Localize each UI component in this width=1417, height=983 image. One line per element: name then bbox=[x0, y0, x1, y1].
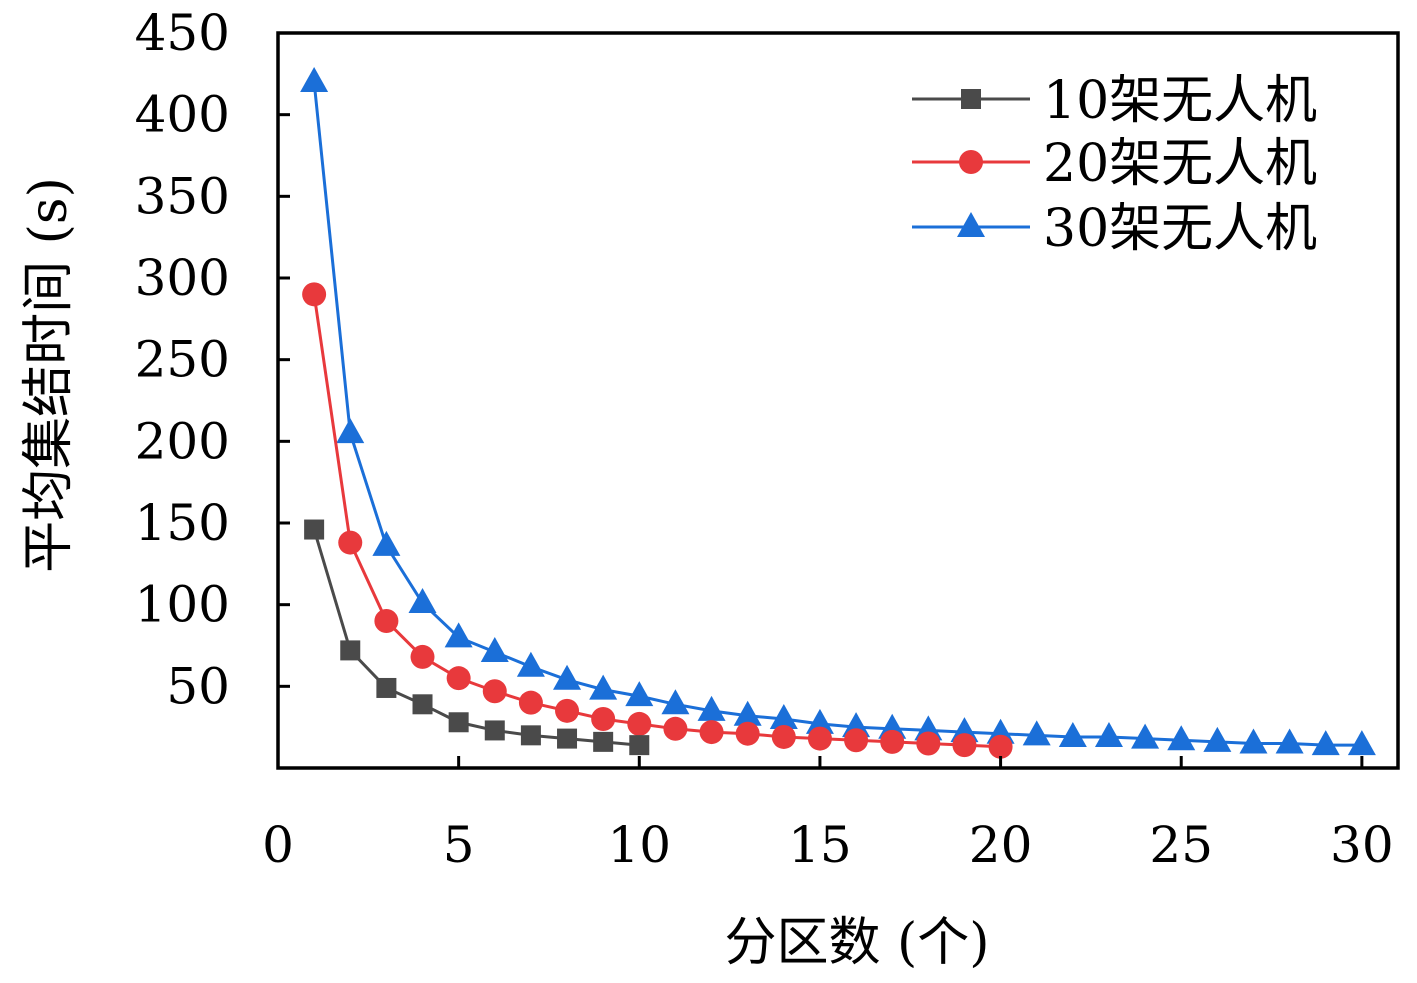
x-tick-label: 10 bbox=[607, 816, 671, 874]
y-tick-label: 150 bbox=[135, 494, 230, 552]
data-point bbox=[733, 700, 762, 726]
data-point bbox=[516, 651, 545, 677]
data-point bbox=[625, 681, 654, 707]
legend-marker bbox=[957, 212, 985, 237]
data-point bbox=[557, 728, 578, 749]
data-point bbox=[844, 728, 869, 753]
y-tick-label: 450 bbox=[135, 4, 230, 62]
legend-entry-1: 10架无人机 bbox=[912, 71, 1317, 131]
y-tick-label: 250 bbox=[135, 331, 230, 389]
legend-marker bbox=[961, 89, 981, 109]
data-point bbox=[553, 664, 582, 690]
legend-label: 10架无人机 bbox=[1043, 71, 1317, 131]
legend-entry-3: 30架无人机 bbox=[912, 199, 1317, 259]
data-point bbox=[520, 725, 541, 746]
data-point bbox=[374, 609, 399, 633]
data-point bbox=[448, 712, 469, 733]
data-point bbox=[699, 720, 724, 745]
data-point bbox=[916, 731, 941, 756]
data-point bbox=[1022, 720, 1051, 746]
data-point bbox=[1347, 730, 1376, 756]
data-point bbox=[769, 704, 798, 729]
data-point bbox=[408, 588, 437, 614]
x-tick-label: 20 bbox=[969, 816, 1033, 874]
legend-entry-2: 20架无人机 bbox=[912, 134, 1317, 194]
data-point bbox=[482, 679, 507, 704]
legend-marker bbox=[959, 150, 983, 174]
y-axis-title: 平均集结时间 (s) bbox=[19, 177, 79, 573]
data-point bbox=[340, 640, 361, 661]
data-point bbox=[1275, 728, 1304, 754]
data-point bbox=[412, 694, 433, 715]
series-1 bbox=[304, 519, 650, 756]
data-point bbox=[735, 721, 760, 746]
data-point bbox=[591, 707, 616, 731]
x-tick-label: 0 bbox=[262, 816, 294, 874]
data-point bbox=[807, 726, 832, 751]
axes: 0 5 10 15 20 25 30 50 100 150 200 250 300 350 400 450 bbox=[135, 4, 1400, 874]
data-point bbox=[952, 733, 977, 758]
data-point bbox=[661, 689, 690, 715]
data-point bbox=[410, 644, 435, 669]
data-point bbox=[444, 622, 473, 648]
y-tick-label: 350 bbox=[135, 167, 230, 225]
data-point bbox=[1311, 730, 1340, 756]
data-point bbox=[338, 530, 363, 555]
data-point bbox=[302, 282, 327, 307]
legend-label: 20架无人机 bbox=[1043, 134, 1317, 194]
data-point bbox=[518, 690, 543, 715]
data-point bbox=[697, 695, 726, 721]
data-point bbox=[593, 731, 614, 752]
x-tick-label: 15 bbox=[788, 816, 852, 874]
series-layer bbox=[300, 67, 1376, 759]
series-2 bbox=[302, 282, 1013, 759]
data-point bbox=[1203, 726, 1232, 752]
data-point bbox=[336, 418, 365, 444]
y-tick-label: 200 bbox=[135, 412, 230, 470]
data-point bbox=[555, 698, 580, 723]
data-point bbox=[300, 67, 329, 92]
data-point bbox=[376, 677, 397, 698]
data-point bbox=[480, 637, 509, 663]
data-point bbox=[663, 716, 688, 741]
y-tick-label: 100 bbox=[135, 576, 230, 634]
plot-frame bbox=[276, 31, 1400, 770]
data-point bbox=[484, 720, 505, 741]
data-point bbox=[372, 530, 401, 556]
data-point bbox=[1131, 723, 1160, 749]
data-point bbox=[1167, 725, 1196, 751]
data-point bbox=[880, 729, 905, 754]
y-tick-label: 300 bbox=[135, 249, 230, 307]
data-point bbox=[1058, 721, 1087, 747]
data-point bbox=[1239, 728, 1268, 754]
data-point bbox=[627, 711, 652, 736]
series-line bbox=[312, 529, 640, 747]
data-point bbox=[988, 734, 1013, 759]
legend-label: 30架无人机 bbox=[1043, 199, 1317, 259]
data-point bbox=[1094, 721, 1123, 747]
x-axis-title: 分区数 (个) bbox=[724, 913, 989, 973]
x-tick-label: 5 bbox=[443, 816, 475, 874]
data-point bbox=[805, 708, 834, 734]
x-tick-label: 25 bbox=[1149, 816, 1213, 874]
data-point bbox=[589, 674, 618, 700]
data-point bbox=[629, 735, 650, 756]
y-tick-label: 50 bbox=[166, 657, 230, 715]
x-tick-label: 30 bbox=[1330, 816, 1394, 874]
y-tick-label: 400 bbox=[135, 86, 230, 144]
data-point bbox=[771, 724, 796, 749]
series-line bbox=[312, 294, 1001, 749]
data-point bbox=[304, 519, 325, 540]
data-point bbox=[446, 666, 471, 691]
